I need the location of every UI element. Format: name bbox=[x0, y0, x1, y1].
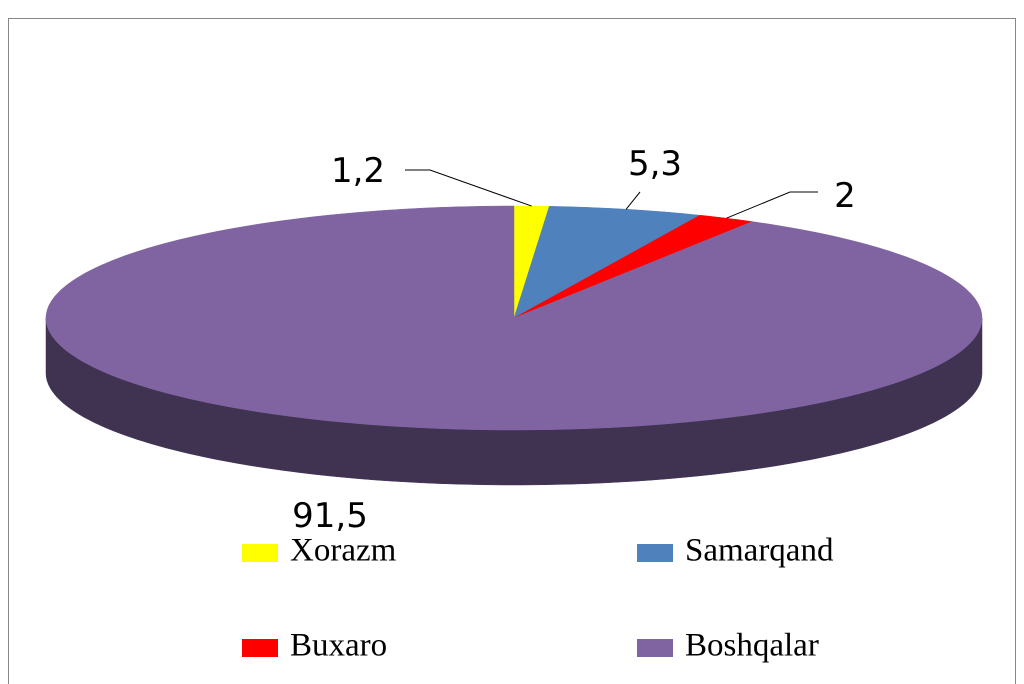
legend-swatch bbox=[637, 639, 673, 657]
leader-line bbox=[625, 191, 641, 210]
legend-label: Samarqand bbox=[685, 533, 834, 569]
legend-swatch bbox=[637, 544, 673, 562]
legend-swatch bbox=[242, 544, 278, 562]
legend-swatch bbox=[242, 639, 278, 657]
data-label: 91,5 bbox=[292, 496, 368, 536]
legend-label: Xorazm bbox=[290, 533, 397, 569]
legend-label: Buxaro bbox=[290, 628, 387, 664]
legend-label: Boshqalar bbox=[685, 628, 819, 664]
leader-line bbox=[405, 169, 532, 207]
slice bbox=[513, 214, 754, 319]
slice bbox=[45, 205, 983, 431]
leader-line bbox=[726, 191, 818, 219]
data-label: 2 bbox=[834, 176, 856, 216]
data-label: 5,3 bbox=[628, 144, 682, 184]
data-label: 1,2 bbox=[331, 151, 385, 191]
